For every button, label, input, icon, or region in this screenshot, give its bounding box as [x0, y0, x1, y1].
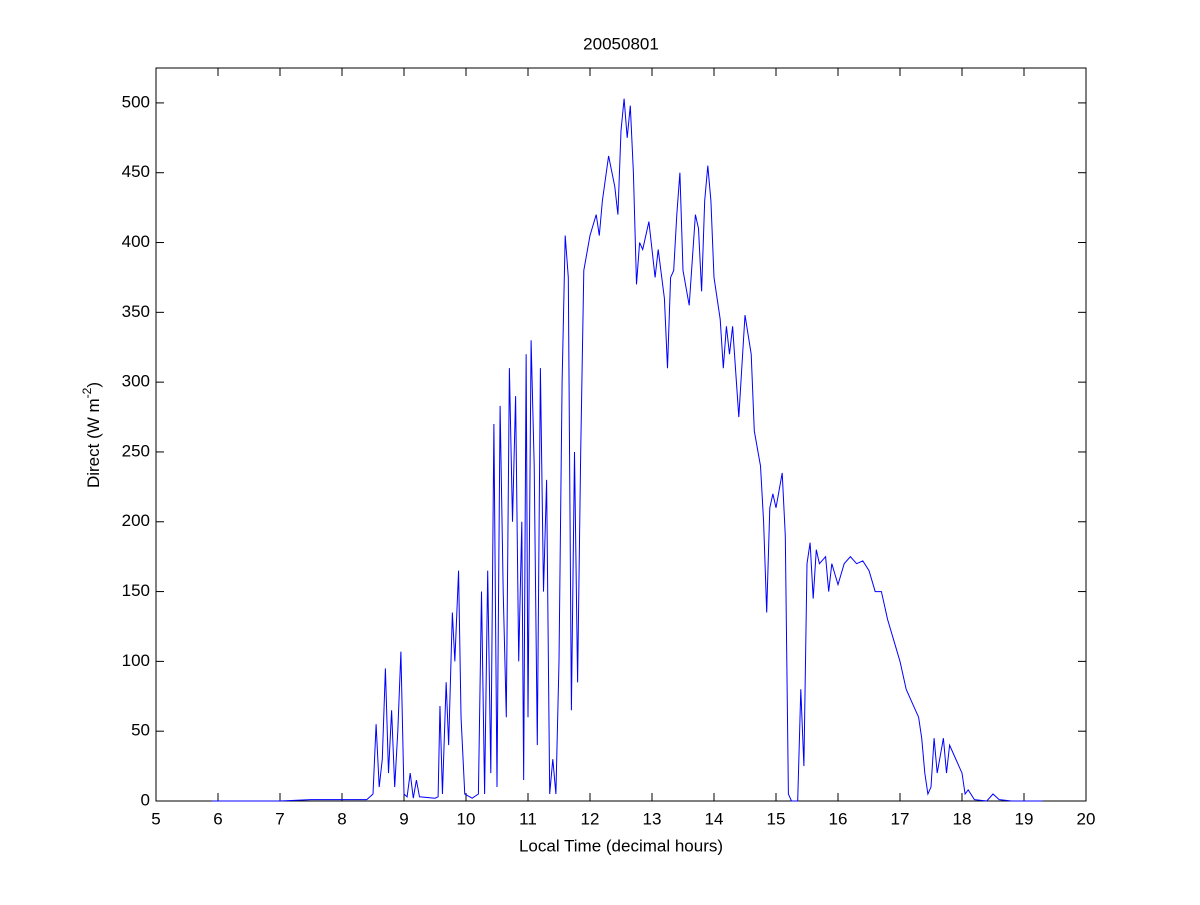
y-tick-label: 300	[122, 372, 150, 391]
x-tick-label: 20	[1077, 809, 1096, 828]
chart-title: 20050801	[583, 34, 659, 53]
x-tick-label: 16	[829, 809, 848, 828]
x-tick-label: 18	[953, 809, 972, 828]
x-tick-label: 13	[643, 809, 662, 828]
x-tick-label: 17	[891, 809, 910, 828]
x-tick-label: 9	[399, 809, 408, 828]
y-tick-label: 200	[122, 511, 150, 530]
y-tick-label: 0	[141, 790, 150, 809]
x-tick-label: 10	[457, 809, 476, 828]
x-tick-label: 6	[213, 809, 222, 828]
plot-frame	[155, 67, 1087, 802]
y-label-end: )	[84, 382, 103, 388]
y-tick-label: 150	[122, 581, 150, 600]
y-tick-label: 100	[122, 651, 150, 670]
y-tick-label: 50	[131, 721, 150, 740]
x-axis-label: Local Time (decimal hours)	[519, 836, 723, 855]
y-label-sup: -2	[80, 387, 94, 398]
x-tick-label: 11	[519, 809, 537, 828]
y-tick-label: 400	[122, 232, 150, 251]
y-tick-label: 500	[122, 92, 150, 111]
x-tick-label: 14	[705, 809, 724, 828]
y-label-main: Direct (W m	[84, 398, 103, 488]
x-tick-label: 12	[581, 809, 600, 828]
x-tick-label: 5	[151, 809, 160, 828]
y-tick-label: 350	[122, 302, 150, 321]
x-tick-label: 8	[337, 809, 346, 828]
x-tick-label: 7	[275, 809, 284, 828]
y-axis-label: Direct (W m-2)	[80, 382, 103, 488]
data-line	[211, 98, 1043, 802]
x-tick-label: 15	[767, 809, 786, 828]
y-tick-label: 450	[122, 162, 150, 181]
x-tick-label: 19	[1015, 809, 1034, 828]
y-tick-label: 250	[122, 441, 150, 460]
